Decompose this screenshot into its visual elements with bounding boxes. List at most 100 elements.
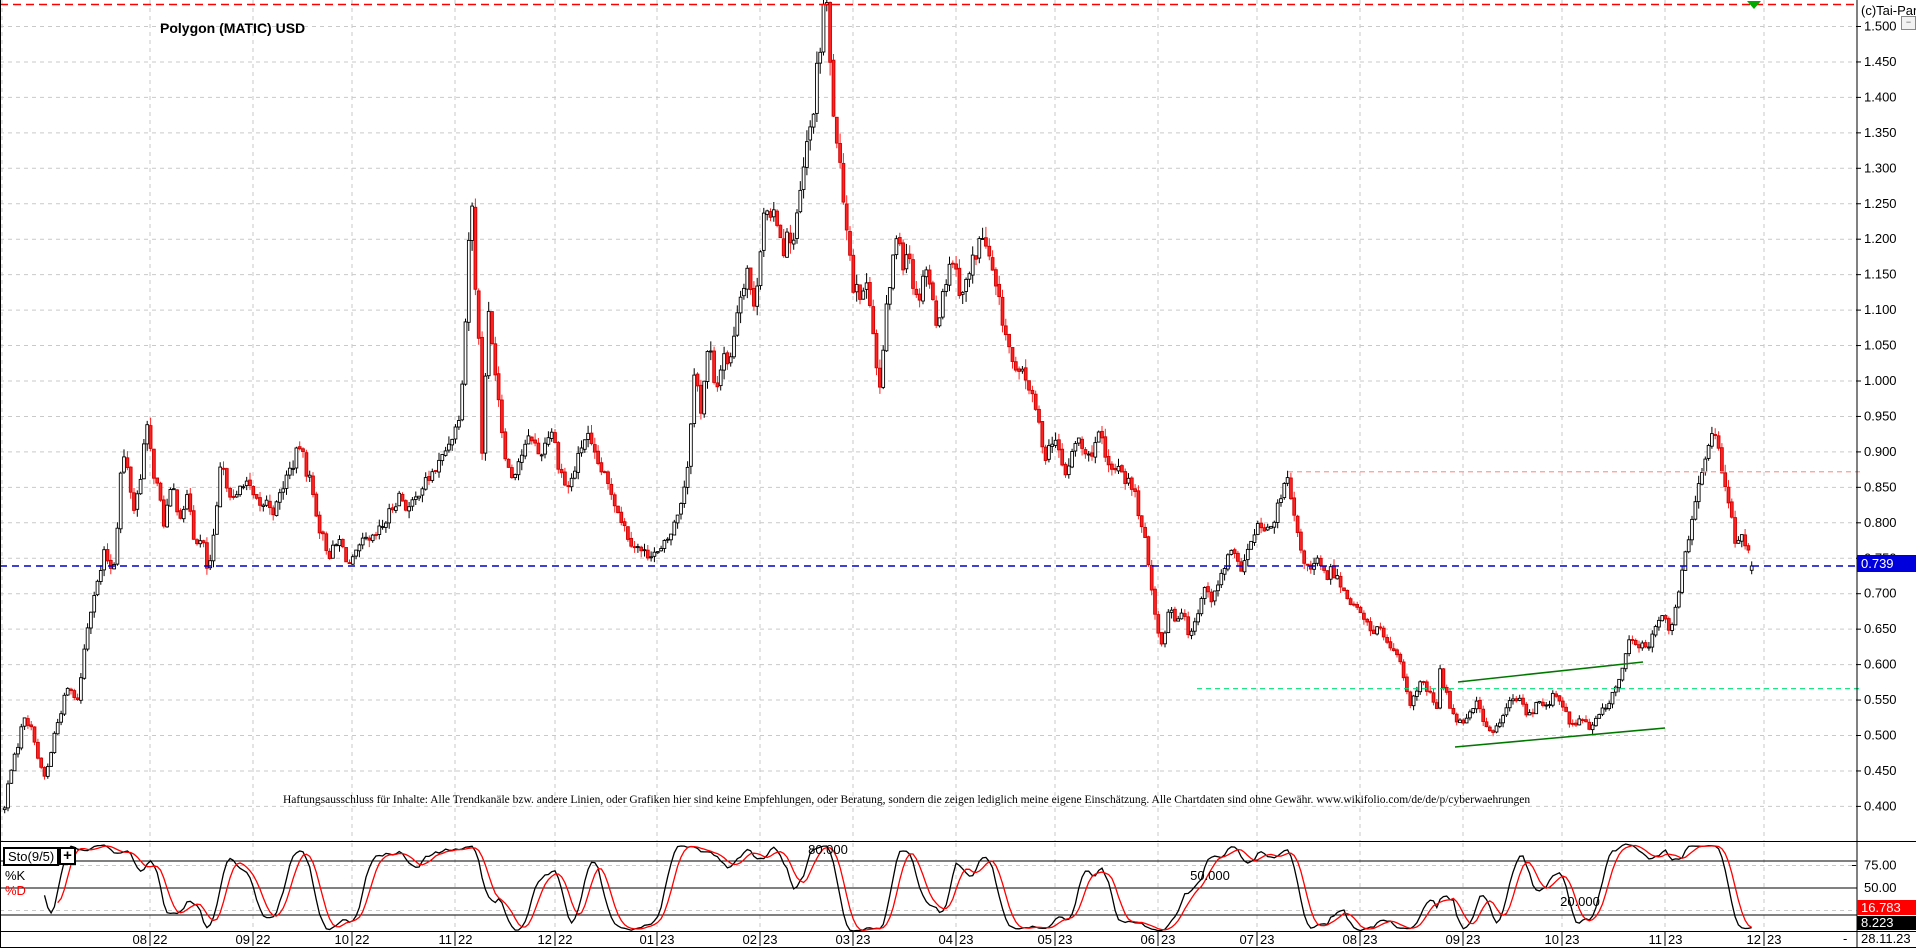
candle-down [1209, 591, 1214, 603]
candle-down [1305, 563, 1310, 566]
candle-down [105, 549, 110, 562]
candle-up [241, 486, 246, 489]
candle-up [821, 3, 826, 53]
candle-down [1726, 486, 1731, 504]
month-label: 22 [355, 932, 369, 947]
candle-down [1454, 713, 1459, 723]
candle-up [526, 435, 531, 445]
candle-down [1491, 730, 1495, 733]
candle-up [208, 560, 213, 569]
candle-up [1640, 642, 1645, 649]
candle-up [138, 478, 143, 495]
candle-down [1428, 690, 1433, 693]
candle-down [699, 384, 703, 414]
candle-down [950, 262, 955, 265]
candle-up [1086, 453, 1091, 456]
candle-down [911, 259, 915, 289]
month-label: 23 [1767, 932, 1781, 947]
candle-down [775, 210, 779, 226]
candle-up [350, 556, 355, 565]
candle-down [609, 483, 614, 495]
candle-down [1531, 712, 1535, 715]
candle-up [410, 499, 415, 507]
candle-up [728, 356, 733, 364]
candle-up [669, 533, 673, 541]
candle-down [433, 470, 438, 472]
candle-up [1547, 704, 1552, 707]
candle-up [1617, 678, 1621, 689]
candle-down [1567, 711, 1572, 725]
candle-up [980, 238, 985, 240]
candle-up [420, 488, 425, 496]
candle-down [619, 511, 624, 523]
d-value-box: 16.783 [1857, 900, 1916, 915]
candle-down [626, 526, 630, 540]
candle-up [281, 488, 286, 493]
month-label: 10 [1545, 932, 1559, 947]
candle-up [49, 752, 53, 767]
month-label: 23 [1363, 932, 1377, 947]
candle-down [1381, 627, 1386, 638]
candle-up [1229, 549, 1234, 555]
candle-up [1375, 626, 1379, 635]
candle-up [679, 503, 683, 515]
sto-axis-label: 50.00 [1864, 880, 1897, 895]
candle-up [377, 525, 382, 535]
candle-down [1027, 380, 1031, 391]
candle-up [937, 317, 942, 327]
candle-down [712, 350, 716, 383]
candle-up [483, 375, 488, 454]
candle-up [1507, 700, 1512, 709]
candle-up [2, 807, 7, 811]
candle-up [513, 474, 518, 479]
candle-down [1010, 347, 1015, 362]
candle-down [844, 203, 849, 231]
candle-up [1073, 443, 1078, 452]
candle-down [1716, 435, 1721, 449]
candle-up [1163, 632, 1167, 645]
candle-down [1371, 629, 1376, 635]
candle-up [818, 51, 823, 64]
add-indicator-button[interactable]: + [59, 847, 76, 865]
candle-up [244, 480, 249, 487]
candle-down [304, 452, 309, 477]
candle-down [1110, 463, 1114, 470]
candle-up [463, 321, 468, 385]
candle-down [1441, 668, 1446, 689]
candle-up [1468, 711, 1472, 719]
candle-up [692, 374, 697, 424]
candle-down [1033, 393, 1038, 410]
candle-down [927, 269, 932, 285]
month-label: 23 [660, 932, 674, 947]
candle-down [1444, 686, 1449, 693]
candle-down [29, 724, 34, 728]
candle-down [868, 282, 872, 306]
candle-down [1358, 606, 1363, 614]
price-axis-label: 0.850 [1864, 479, 1897, 494]
candle-up [1279, 498, 1283, 503]
candle-down [954, 263, 958, 270]
price-axis-label: 0.600 [1864, 657, 1897, 672]
month-label: 23 [1668, 932, 1682, 947]
month-label: 08 [1343, 932, 1357, 947]
stochastic-indicator-label[interactable]: Sto(9/5) [3, 847, 60, 866]
candle-up [1660, 615, 1665, 622]
candle-down [1292, 497, 1297, 516]
candle-down [1663, 614, 1668, 620]
candle-down [695, 373, 700, 387]
candle-down [629, 537, 634, 547]
candle-down [1434, 702, 1439, 709]
candle-up [6, 783, 10, 809]
candle-up [1517, 697, 1522, 701]
candle-up [1222, 568, 1227, 575]
collapse-axis-button[interactable]: − [1901, 16, 1916, 30]
copyright-label: (c)Tai-Pan [1861, 3, 1916, 18]
candle-down [32, 726, 37, 743]
candle-down [1461, 719, 1466, 724]
candle-down [1643, 642, 1648, 648]
candle-down [768, 211, 773, 218]
candle-up [443, 450, 448, 456]
candle-up [291, 467, 295, 470]
stochastic-d-line [57, 844, 1753, 932]
